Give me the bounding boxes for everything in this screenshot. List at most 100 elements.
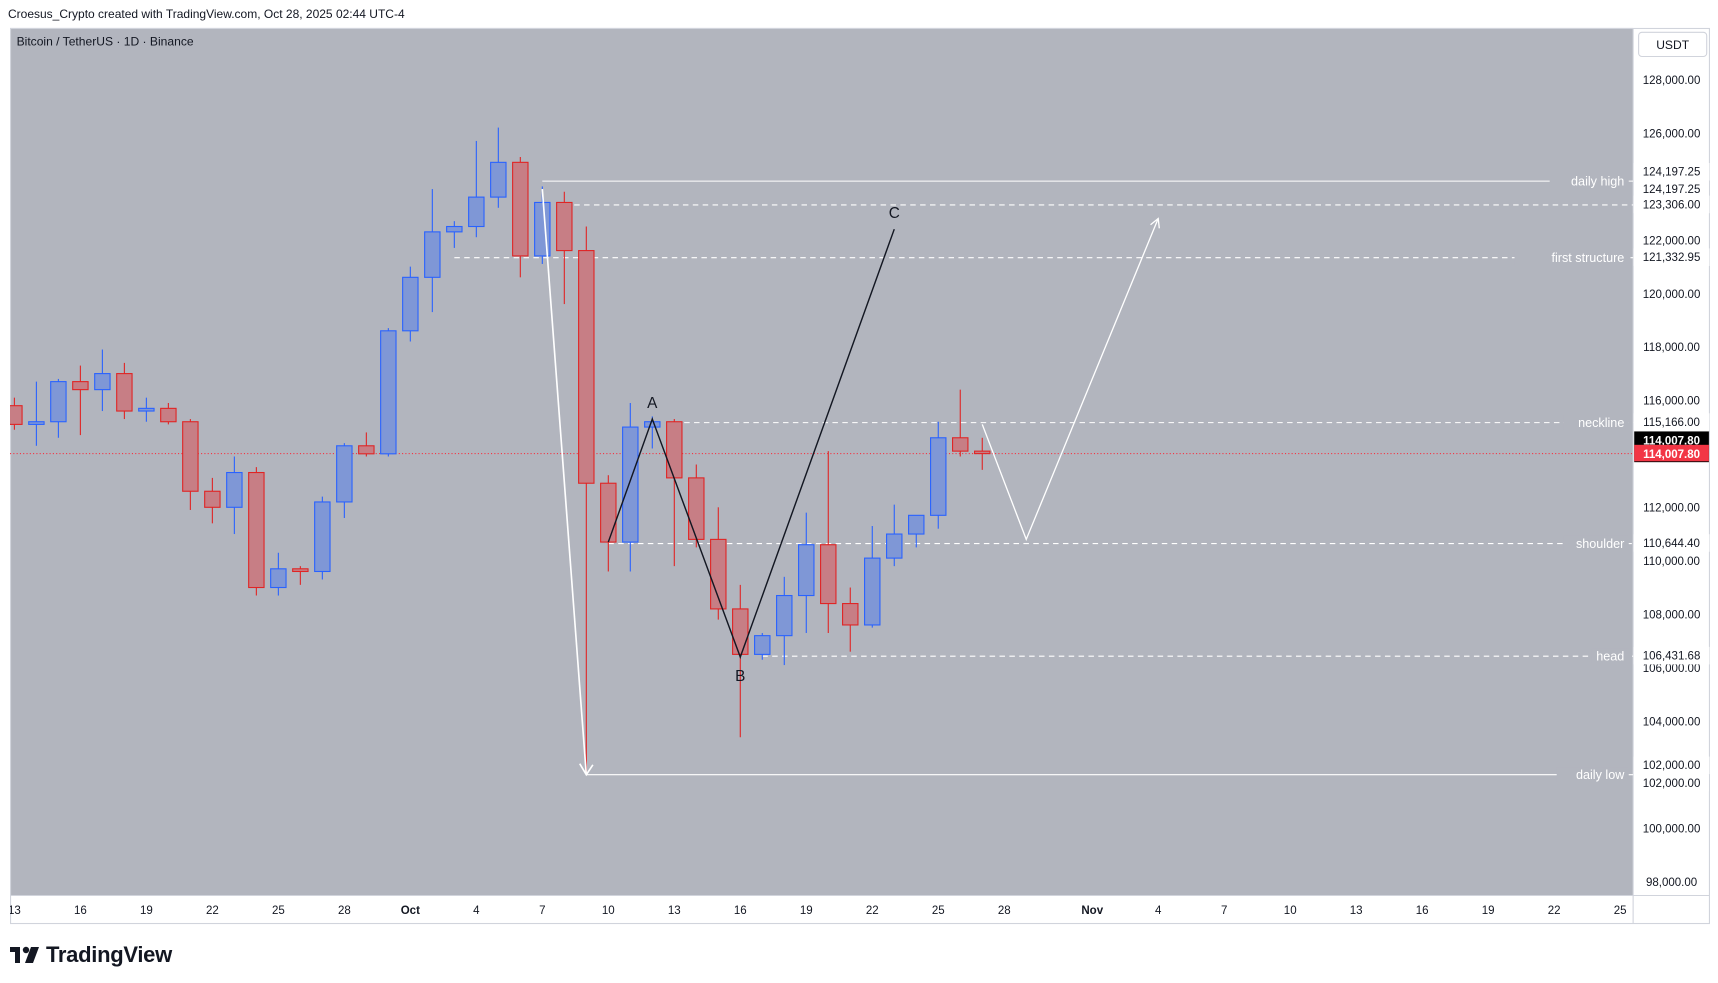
candle-body (28, 421, 45, 425)
candle (138, 397, 155, 422)
chart-credit: Croesus_Crypto created with TradingView.… (8, 7, 405, 21)
candle-body (10, 405, 23, 425)
time-tick-label: 7 (1221, 905, 1227, 917)
level-price-badge-label: 106,431.68 (1643, 650, 1701, 662)
candle-body (886, 533, 903, 559)
candle (50, 378, 67, 438)
level-price-badge (1633, 248, 1710, 266)
symbol-label[interactable]: Bitcoin / TetherUS · 1D · Binance (17, 35, 194, 49)
level-price-badge (1633, 534, 1710, 552)
candle (908, 514, 925, 548)
currency-button-label[interactable]: USDT (1656, 38, 1690, 52)
candle (336, 443, 353, 518)
level-name-bg (1591, 648, 1629, 664)
price-tick-label: 116,000.00 (1643, 396, 1700, 408)
candle (974, 437, 991, 470)
projection-path (981, 218, 1159, 542)
candle-body (622, 426, 639, 543)
level-name-label: daily high (1571, 175, 1624, 189)
level-price-badge (1633, 413, 1710, 431)
time-tick-label: 4 (473, 905, 480, 917)
price-tick-label: 110,000.00 (1643, 556, 1700, 568)
candle (820, 451, 837, 633)
price-tick-label: 106,000.00 (1643, 663, 1701, 675)
candle (512, 156, 529, 278)
candle-body (688, 477, 705, 540)
price-tick-label: 120,000.00 (1643, 289, 1701, 301)
candle-body (534, 201, 551, 257)
time-tick-label: 25 (272, 905, 285, 917)
price-levels-layer: daily high first structure neckline shoulde… (10, 173, 1634, 783)
candle-body (270, 568, 287, 589)
time-axis-background[interactable] (10, 895, 1710, 925)
candles-layer (10, 127, 991, 775)
candle (226, 456, 243, 535)
candle-body (336, 445, 353, 503)
candle-body (864, 557, 881, 626)
candle-body (182, 421, 199, 492)
candle-body (138, 407, 155, 412)
candle-body (578, 250, 595, 484)
time-tick-label: 19 (800, 905, 813, 917)
wave-label-a: A (647, 395, 658, 412)
time-tick-label: Oct (401, 905, 420, 917)
current-price-badge (1634, 444, 1709, 462)
level-price-badge-label: 121,332.95 (1643, 252, 1701, 264)
level-name-label: shoulder (1576, 537, 1624, 551)
time-tick-label: 25 (932, 905, 945, 917)
time-tick-label: 28 (338, 905, 351, 917)
candle-body (116, 373, 133, 412)
time-tick-label: 16 (1416, 905, 1429, 917)
candle (754, 632, 771, 660)
candle-body (380, 330, 397, 455)
time-tick-label: 19 (140, 905, 153, 917)
level-price-badge (1633, 646, 1710, 665)
candle-body (930, 437, 947, 516)
tradingview-logo-icon (10, 946, 39, 963)
candle (204, 477, 221, 524)
time-tick-label: 22 (206, 905, 219, 917)
candle-body (226, 471, 243, 508)
candle-body (72, 381, 89, 391)
time-tick-label: 19 (1482, 905, 1495, 917)
time-axis-labels: 13 16 19 22 25 28 Oct 4 7 10 13 16 19 22 25 28 Nov 4 7 10 13… (10, 905, 1627, 917)
level-name-label: head (1596, 650, 1624, 664)
brand[interactable]: TradingView (10, 942, 172, 968)
candle (248, 467, 265, 596)
candle-body (666, 421, 683, 479)
candle-body (512, 161, 529, 257)
level-name-bg (1549, 173, 1629, 189)
candle (292, 566, 309, 585)
candle (622, 403, 639, 572)
candle (380, 328, 397, 457)
level-name-label: daily low (1576, 768, 1625, 782)
candle (798, 512, 815, 633)
time-tick-label: Nov (1081, 905, 1103, 917)
candle (358, 432, 375, 457)
level-price-badge-label: 102,000.00 (1643, 760, 1701, 772)
candle (28, 381, 45, 446)
drawings-layer: A B C (541, 189, 1160, 777)
level-price-badge-label: 124,197.25 (1643, 184, 1701, 196)
price-axis-labels: 98,000.00100,000.00104,000.00106,000.001… (1633, 75, 1710, 889)
candle (688, 464, 705, 548)
projection-arrow-head (1150, 217, 1160, 229)
candle-body (402, 276, 419, 332)
candle (710, 507, 727, 620)
candle (600, 475, 617, 572)
candle-body (600, 482, 617, 543)
candlestick-chart[interactable]: daily high first structure neckline shoulde… (10, 26, 1710, 926)
candle (314, 496, 331, 580)
currency-button[interactable]: USDT (1638, 31, 1708, 58)
price-tick-label: 104,000.00 (1643, 717, 1701, 729)
level-price-badge (1633, 163, 1710, 181)
price-tick-label: 118,000.00 (1643, 342, 1700, 354)
candle (270, 552, 287, 596)
level-name-bg (1563, 414, 1629, 431)
candle (578, 226, 595, 775)
time-tick-label: 4 (1155, 905, 1162, 917)
candle (930, 421, 947, 529)
time-tick-label: 10 (1284, 905, 1297, 917)
time-tick-label: 28 (998, 905, 1011, 917)
candle-body (468, 196, 485, 228)
